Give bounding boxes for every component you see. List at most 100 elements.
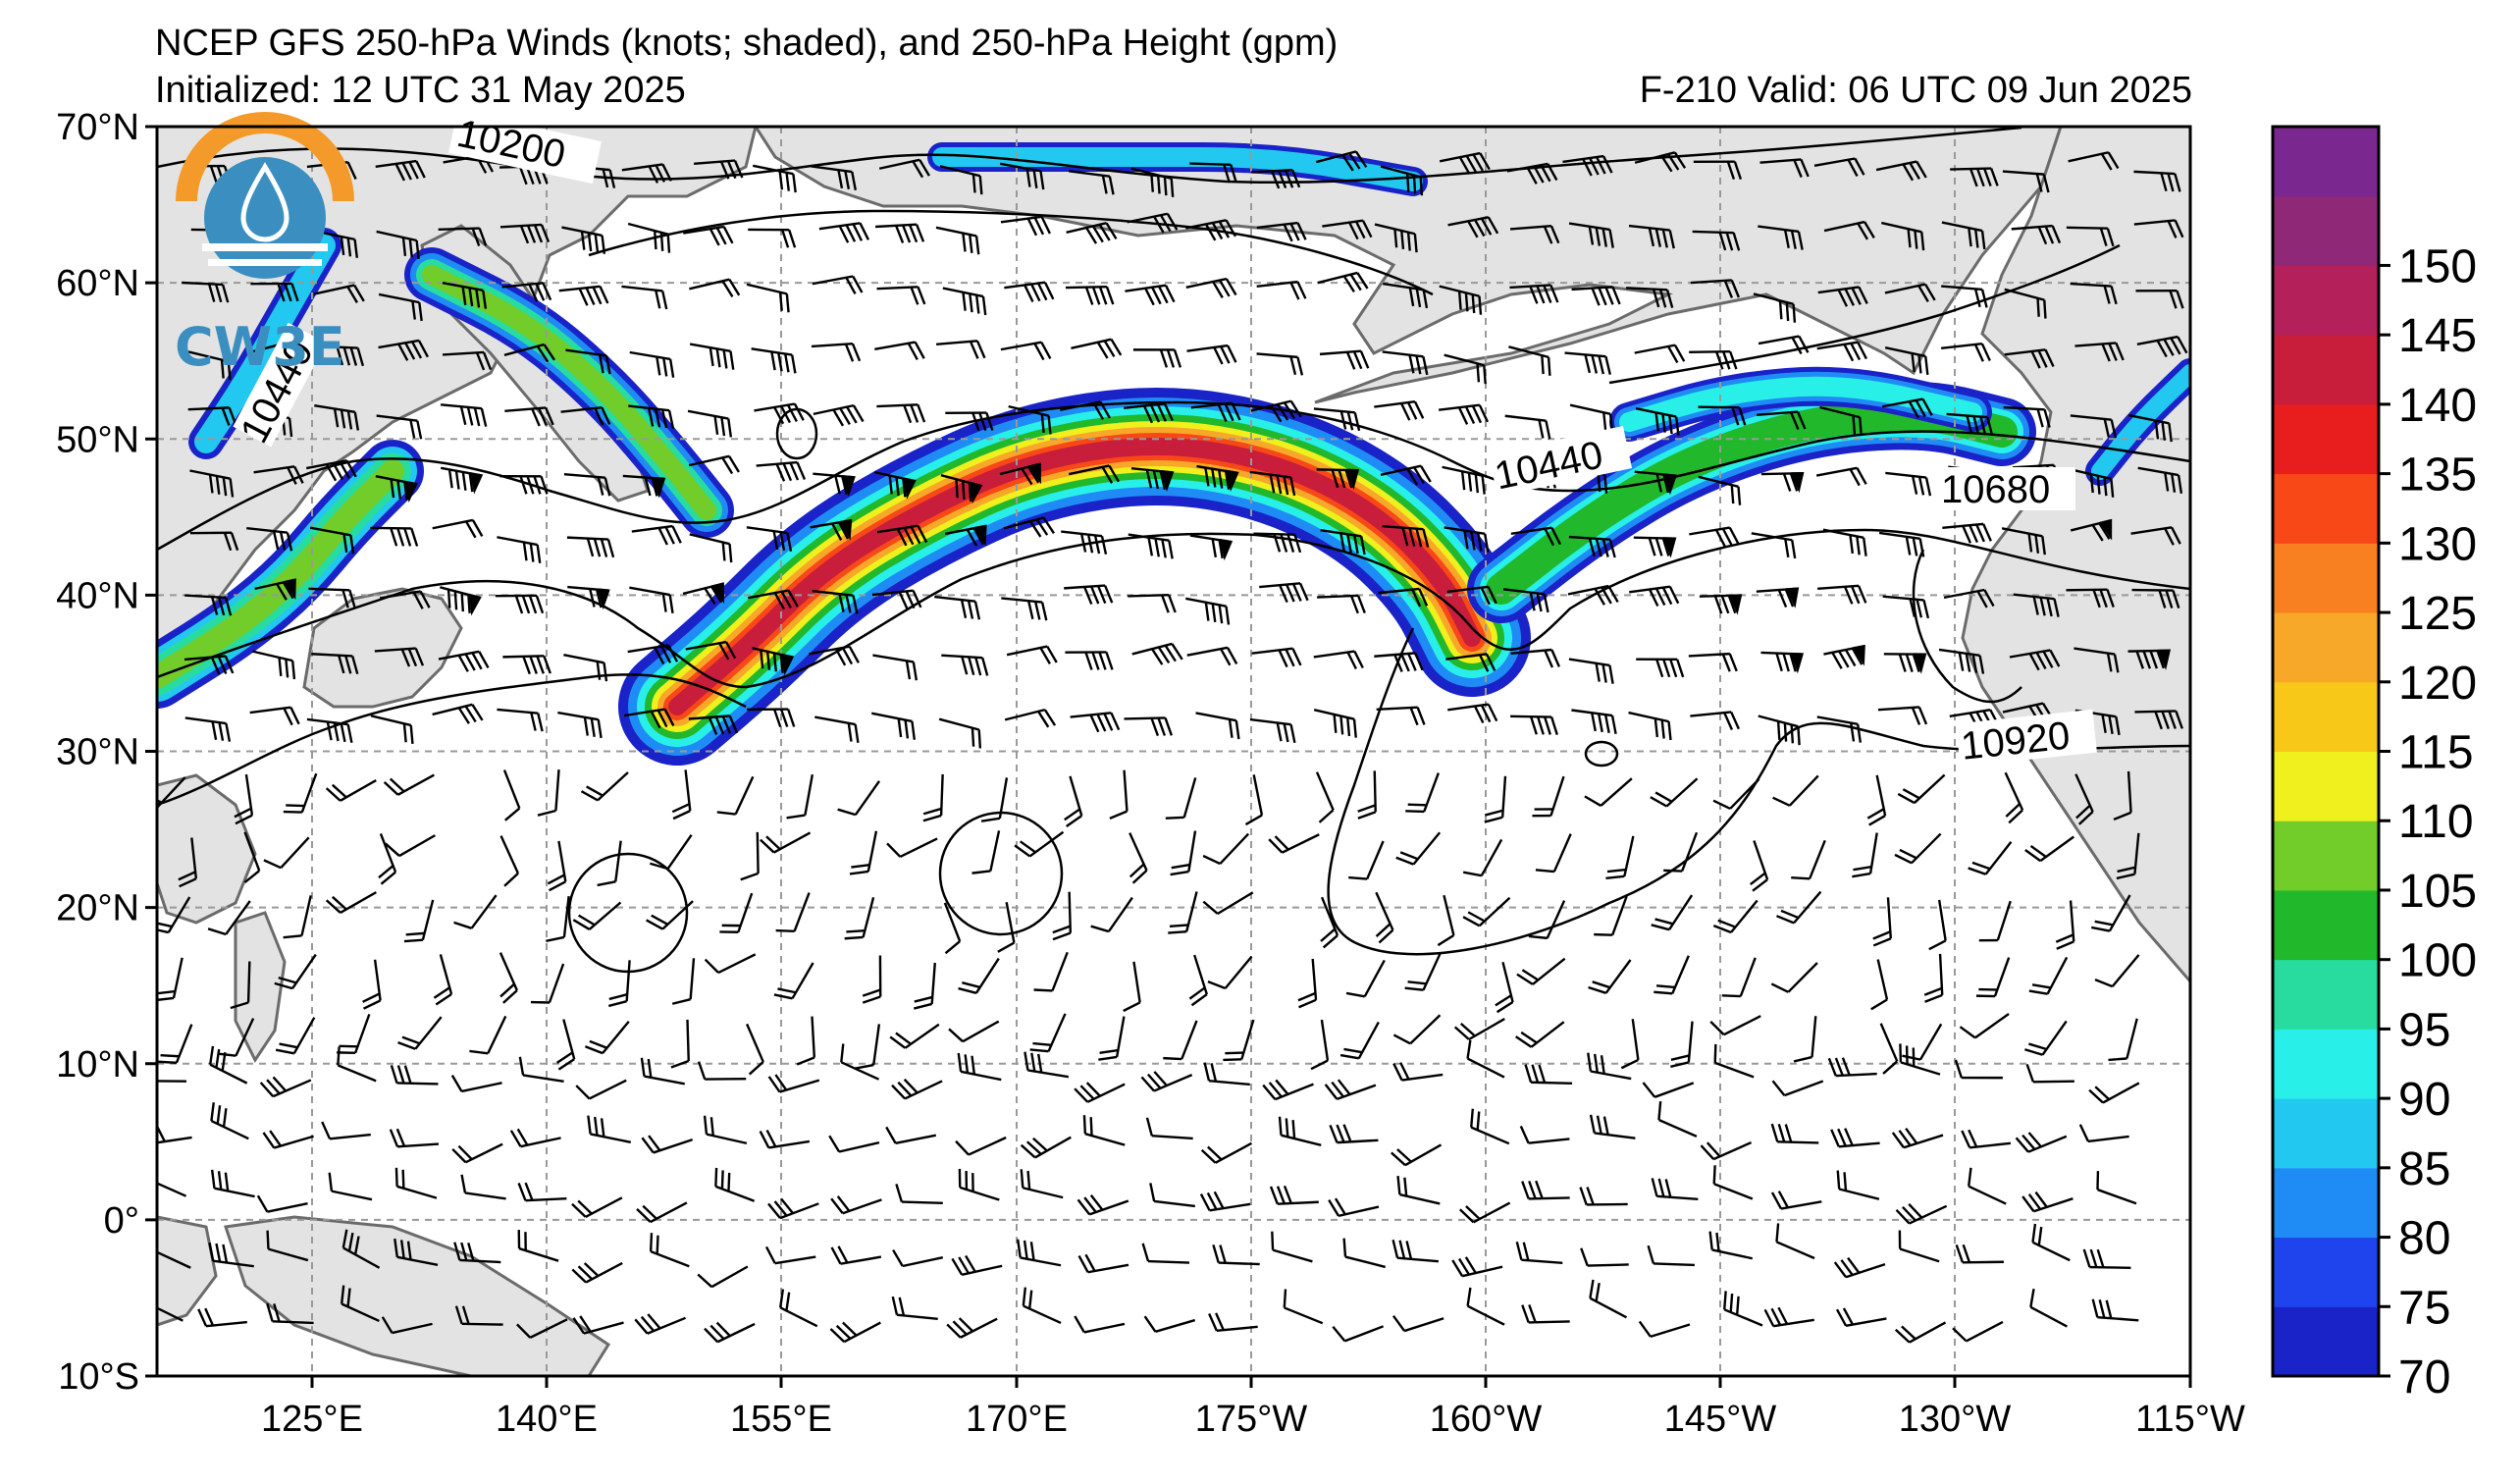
wind-barb [306,717,353,743]
wind-barb [943,902,962,955]
wind-barb [1589,1114,1636,1139]
wind-barb [1689,526,1740,548]
wind-barb [530,963,565,1004]
contour-labels: 10200 10440 10440 10680 10920 [233,110,2097,768]
wind-barb [1125,284,1176,306]
wind-barb [688,454,740,475]
wind-barb [370,715,414,744]
wind-barb [1562,154,1613,177]
wind-barb [948,1020,1000,1043]
wind-barb [922,773,944,822]
wind-barb [187,406,237,426]
wind-barb [1185,277,1237,298]
wind-barb [608,960,631,1008]
wind-barb [443,350,493,371]
colorbar-label: 110 [2398,796,2474,848]
wind-barb [217,1018,255,1057]
wind-speed-band [422,265,716,520]
wind-barb [646,900,694,930]
wind-barb [876,403,926,424]
wind-barb [1757,410,1807,431]
wind-barb [1484,775,1507,823]
wind-barb [1328,1197,1380,1218]
wind-barb [1690,711,1740,730]
wind-barb [502,655,551,675]
wind-barb [1391,1239,1440,1263]
wind-barb [670,1019,690,1069]
contour-label-bg-1 [448,110,602,185]
wind-barb [1633,536,1677,558]
wind-barb [375,159,426,182]
wind-barb [837,780,881,817]
wind-barb [748,589,799,610]
wind-barb [1380,464,1432,486]
lon-label: 175°W [1195,1399,1308,1440]
wind-barb [1383,282,1429,309]
colorbar-label: 145 [2398,310,2477,362]
wind-barb [1446,585,1497,606]
jet-okhotsk [404,247,734,538]
wind-barb [208,1242,254,1268]
wind-barb [1891,1127,1944,1149]
wind-barb [1251,647,1302,668]
wind-barb [1894,832,1942,865]
wind-barb [1186,646,1238,666]
wind-barb [2011,224,2062,245]
map-content [157,127,2190,1376]
wind-barb [936,340,986,359]
wind-barb [2091,894,2131,932]
wind-barb [394,1167,438,1199]
wind-barb [1098,1016,1126,1061]
land-north-america [1961,127,2190,984]
wind-barb [997,902,1016,953]
wind-barb [1404,952,1443,991]
wind-barb [716,775,755,816]
wind-barb [2116,832,2140,880]
wind-barb [157,1080,187,1083]
wind-barb [1564,351,1611,375]
wind-barb [328,1172,373,1201]
wind-barb [1928,899,1947,951]
wind-barb [1313,708,1357,738]
wind-speed-band [157,459,404,689]
wind-barb [1189,162,1237,184]
wind-barb [942,287,987,316]
wind-barb [1348,840,1385,880]
wind-barb [207,900,251,936]
wind-barb [1698,475,1742,505]
wind-barb [980,777,1009,822]
wind-barb [1872,897,1893,947]
wind-barb [453,894,498,929]
wind-barb [208,1045,248,1085]
wind-barb [1894,1321,1947,1344]
wind-barb [182,281,230,303]
wind-speed-shading [157,141,2190,766]
colorbar-swatch [2273,751,2379,821]
wind-barb [1875,160,1927,182]
wind-barb [1882,595,1930,619]
wind-barb [811,343,862,362]
wind-barb [1244,774,1264,826]
wind-barb [378,833,397,885]
colorbar-label: 70 [2398,1351,2450,1404]
wind-barb [2031,1223,2071,1262]
colorbar-label: 75 [2398,1282,2450,1334]
wind-barb [502,769,521,821]
wind-barb [703,1115,748,1145]
wind-speed-band [194,234,336,453]
lat-label: 30°N [56,732,139,773]
wind-barb [1165,777,1197,820]
wind-barb [999,462,1041,486]
wind-barb [380,590,431,609]
wind-barb [561,226,606,254]
wind-barb [1249,717,1296,744]
wind-barb [764,1245,816,1265]
wind-barb [1833,1256,1886,1279]
wind-barb [197,1307,247,1328]
valid-time: F-210 Valid: 06 UTC 09 Jun 2025 [1639,70,2192,111]
wind-barb [872,654,919,681]
wind-barb [249,706,300,726]
wind-barb [1510,715,1558,735]
wind-barb [913,962,936,1010]
